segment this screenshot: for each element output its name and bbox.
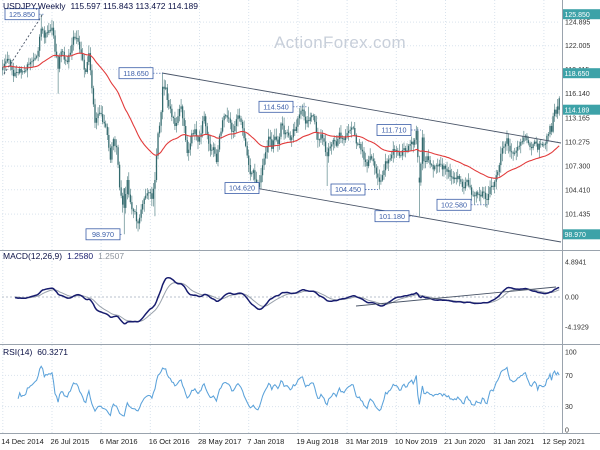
date-axis-label: 14 Dec 2014 — [1, 437, 44, 446]
price-axis-label: 124.895 — [565, 20, 590, 27]
price-axis-highlight-text: 114.189 — [565, 107, 590, 114]
price-annotation-text: 101.180 — [379, 212, 405, 221]
price-annotation-box — [258, 100, 294, 113]
price-axis-label: 113.165 — [565, 116, 590, 123]
price-annotation-text: 102.580 — [441, 200, 467, 209]
price-axis-highlight — [562, 9, 600, 20]
date-axis-label: 21 Jun 2020 — [444, 437, 485, 446]
macd-axis-label: 0.00 — [565, 295, 579, 302]
price-annotation-text: 111.710 — [382, 126, 407, 135]
candlestick-bodies — [2, 27, 560, 224]
price-axis-label: 116.140 — [565, 91, 590, 98]
date-axis-label: 12 Sep 2021 — [542, 437, 585, 446]
price-axis-label: 122.005 — [565, 43, 590, 50]
price-annotation-box — [374, 210, 410, 223]
price-axis-highlight — [562, 68, 600, 79]
price-axis-highlight — [562, 229, 600, 240]
rsi-axis-label: 30 — [565, 404, 573, 411]
moving-average-line — [2, 52, 560, 179]
price-axis-label: 101.435 — [565, 212, 590, 219]
date-axis-label: 26 Jul 2015 — [51, 437, 90, 446]
trend-line[interactable] — [3, 13, 44, 75]
price-annotation-box — [376, 124, 412, 136]
price-axis-highlight-text: 125.850 — [565, 12, 590, 19]
rsi-axis-label: 0 — [565, 428, 569, 435]
date-axis-label: 7 Jan 2018 — [247, 437, 284, 446]
price-annotation-text: 118.650 — [123, 69, 148, 78]
rsi-axis-label: 70 — [565, 373, 573, 380]
rsi-value: 60.3271 — [37, 347, 69, 357]
price-annotation-box — [85, 228, 121, 241]
rsi-header: RSI(14) 60.3271 — [3, 347, 73, 357]
date-axis-label: 10 Nov 2019 — [395, 437, 438, 446]
macd-header: MACD(12,26,9) 1.2580 1.2507 — [3, 251, 129, 261]
macd-main-line — [14, 276, 560, 325]
price-annotation-text: 104.450 — [335, 185, 361, 194]
macd-axis-label: -4.1929 — [565, 325, 589, 332]
rsi-line — [17, 365, 560, 417]
macd-main-value: 1.2580 — [67, 251, 94, 261]
symbol-timeframe-label: USDJPY,Weekly — [3, 1, 66, 11]
ohlc-values: 115.597 115.843 113.472 114.189 — [70, 1, 198, 11]
macd-trend-line[interactable] — [355, 286, 557, 307]
trend-line[interactable] — [161, 72, 562, 144]
price-annotation-text: 114.540 — [263, 102, 288, 111]
rsi-indicator-label: RSI(14) — [3, 347, 33, 357]
date-axis-label: 31 Mar 2019 — [346, 437, 388, 446]
date-axis-label: 16 Oct 2016 — [149, 437, 190, 446]
price-annotation-box — [436, 198, 472, 211]
date-axis-label: 28 May 2017 — [198, 437, 241, 446]
price-annotation-box — [224, 182, 260, 195]
price-annotation-box — [118, 67, 154, 80]
price-annotation-text: 104.620 — [229, 184, 255, 193]
price-axis-highlight — [562, 104, 600, 115]
date-axis-label: 6 Mar 2016 — [100, 437, 138, 446]
price-annotation-box — [330, 183, 366, 196]
date-axis-label: 19 Aug 2018 — [296, 437, 338, 446]
price-axis-label: 107.300 — [565, 164, 590, 171]
price-axis-highlight-text: 118.650 — [565, 71, 590, 78]
price-axis-label: 110.275 — [565, 139, 590, 146]
price-annotation-text: 98.970 — [92, 230, 114, 239]
macd-signal-value: 1.2507 — [98, 251, 125, 261]
date-axis-label: 31 Jan 2021 — [493, 437, 534, 446]
macd-axis-label: 4.8941 — [565, 260, 587, 267]
price-annotation-text: 125.850 — [9, 10, 35, 19]
rsi-axis-label: 100 — [565, 350, 577, 357]
price-axis-label: 104.410 — [565, 187, 590, 194]
price-annotation-box — [4, 8, 40, 21]
macd-signal-line — [15, 282, 560, 322]
price-axis-highlight-text: 98.970 — [565, 232, 587, 239]
macd-indicator-label: MACD(12,26,9) — [3, 251, 63, 261]
chart-header: USDJPY,Weekly 115.597 115.843 113.472 114… — [3, 1, 203, 11]
